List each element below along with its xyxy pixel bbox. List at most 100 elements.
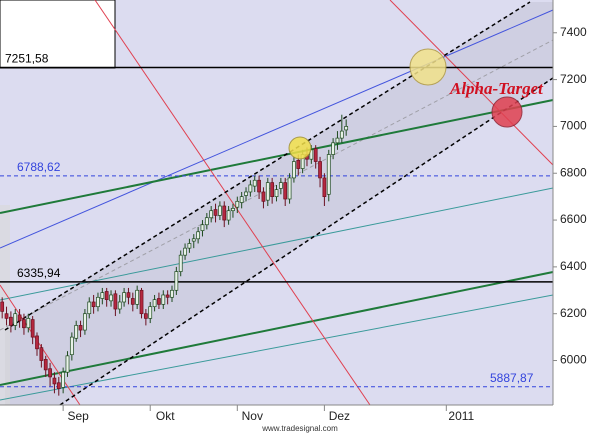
candle-body bbox=[161, 294, 166, 305]
x-tick-label: Sep bbox=[67, 409, 89, 423]
candle-body bbox=[152, 299, 157, 308]
candle-body bbox=[48, 368, 52, 378]
candle-body bbox=[335, 137, 340, 144]
candle-body bbox=[196, 231, 200, 240]
candle-body bbox=[69, 336, 74, 356]
corner-box bbox=[0, 0, 116, 69]
candle-body bbox=[56, 382, 61, 389]
candle-body bbox=[257, 179, 261, 193]
candle-body bbox=[109, 294, 113, 302]
candle-body bbox=[113, 293, 118, 310]
candle-body bbox=[322, 177, 327, 197]
y-axis-area bbox=[553, 0, 595, 435]
candle-body bbox=[148, 306, 153, 319]
level-label: 7251,58 bbox=[5, 52, 49, 66]
candle-body bbox=[318, 161, 322, 179]
y-tick-label: 6200 bbox=[560, 306, 587, 320]
y-tick-label: 6800 bbox=[560, 165, 587, 179]
candle-body bbox=[30, 319, 35, 338]
candle-body bbox=[165, 294, 170, 298]
candles bbox=[0, 114, 349, 396]
blue-line bbox=[0, 9, 554, 249]
teal-line bbox=[0, 294, 554, 401]
candle-body bbox=[292, 161, 296, 179]
candle-body bbox=[17, 314, 22, 322]
red-line bbox=[389, 0, 554, 166]
y-tick-label: 6600 bbox=[560, 212, 587, 226]
candle-body bbox=[191, 238, 196, 242]
candle-body bbox=[13, 313, 18, 326]
footer: www.tradesignal.com bbox=[261, 424, 338, 433]
candle-body bbox=[265, 182, 270, 201]
y-tick-label: 6400 bbox=[560, 259, 587, 273]
candle-body bbox=[87, 301, 92, 315]
candle-body bbox=[0, 301, 5, 312]
candle-body bbox=[204, 217, 209, 226]
level-label: 6335,94 bbox=[17, 266, 61, 280]
red-line bbox=[0, 284, 81, 406]
candle-body bbox=[239, 196, 244, 203]
candle-body bbox=[248, 184, 253, 193]
candle-body bbox=[39, 347, 44, 361]
candle-body bbox=[83, 313, 87, 331]
x-tick-label: Dez bbox=[329, 409, 350, 423]
candle-body bbox=[296, 160, 301, 169]
candle-body bbox=[331, 142, 335, 155]
candle-body bbox=[143, 313, 148, 319]
green-line bbox=[0, 271, 554, 386]
candle-body bbox=[157, 298, 161, 305]
y-tick-label: 7000 bbox=[560, 119, 587, 133]
candle-body bbox=[96, 296, 100, 308]
candle-body bbox=[135, 289, 140, 305]
candle-body bbox=[170, 289, 174, 298]
candle-body bbox=[339, 130, 344, 139]
candle-body bbox=[139, 289, 144, 315]
candle-body bbox=[22, 319, 26, 329]
target-circle bbox=[409, 48, 447, 86]
candle-body bbox=[174, 271, 179, 291]
target-circle bbox=[491, 96, 523, 128]
channel-upper bbox=[4, 1, 531, 331]
x-tick-label: 2011 bbox=[448, 409, 474, 423]
candle-body bbox=[9, 316, 13, 326]
candle-body bbox=[26, 318, 31, 329]
candle-body bbox=[61, 371, 66, 388]
candle-body bbox=[130, 298, 135, 305]
candle-body bbox=[65, 355, 70, 373]
candle-body bbox=[222, 205, 227, 221]
level-label: 6788,62 bbox=[17, 160, 61, 174]
candle-body bbox=[278, 182, 283, 189]
candle-body bbox=[74, 325, 79, 339]
candle-body bbox=[126, 292, 131, 298]
candle-body bbox=[213, 209, 218, 216]
green-line bbox=[0, 99, 554, 214]
level-label: 5887,87 bbox=[490, 371, 534, 385]
target-circle bbox=[288, 136, 312, 160]
candle-body bbox=[117, 301, 122, 310]
candle-body bbox=[78, 325, 83, 331]
mid-line bbox=[0, 39, 554, 331]
candle-body bbox=[274, 189, 279, 197]
shade bbox=[0, 205, 10, 405]
candle-body bbox=[187, 243, 192, 249]
annotation: Alpha-Target bbox=[449, 79, 544, 98]
channel-lower bbox=[59, 77, 554, 406]
y-tick-label: 7400 bbox=[560, 25, 587, 39]
candle-body bbox=[326, 154, 331, 195]
candle-body bbox=[231, 208, 235, 212]
x-tick-label: Nov bbox=[242, 409, 263, 423]
candle-body bbox=[287, 177, 292, 200]
candle-body bbox=[261, 191, 266, 202]
candle-body bbox=[200, 224, 205, 231]
candle-body bbox=[344, 126, 349, 131]
candle-body bbox=[178, 254, 183, 272]
candle-body bbox=[122, 292, 126, 303]
candle-body bbox=[91, 301, 96, 308]
levels: 7251,58 6788,62 6335,94 5887,87 bbox=[0, 52, 553, 388]
candle-body bbox=[270, 182, 275, 197]
candle-body bbox=[313, 148, 318, 162]
candle-body bbox=[43, 358, 48, 371]
candle-body bbox=[100, 292, 105, 299]
x-tick-label: Okt bbox=[156, 409, 175, 423]
